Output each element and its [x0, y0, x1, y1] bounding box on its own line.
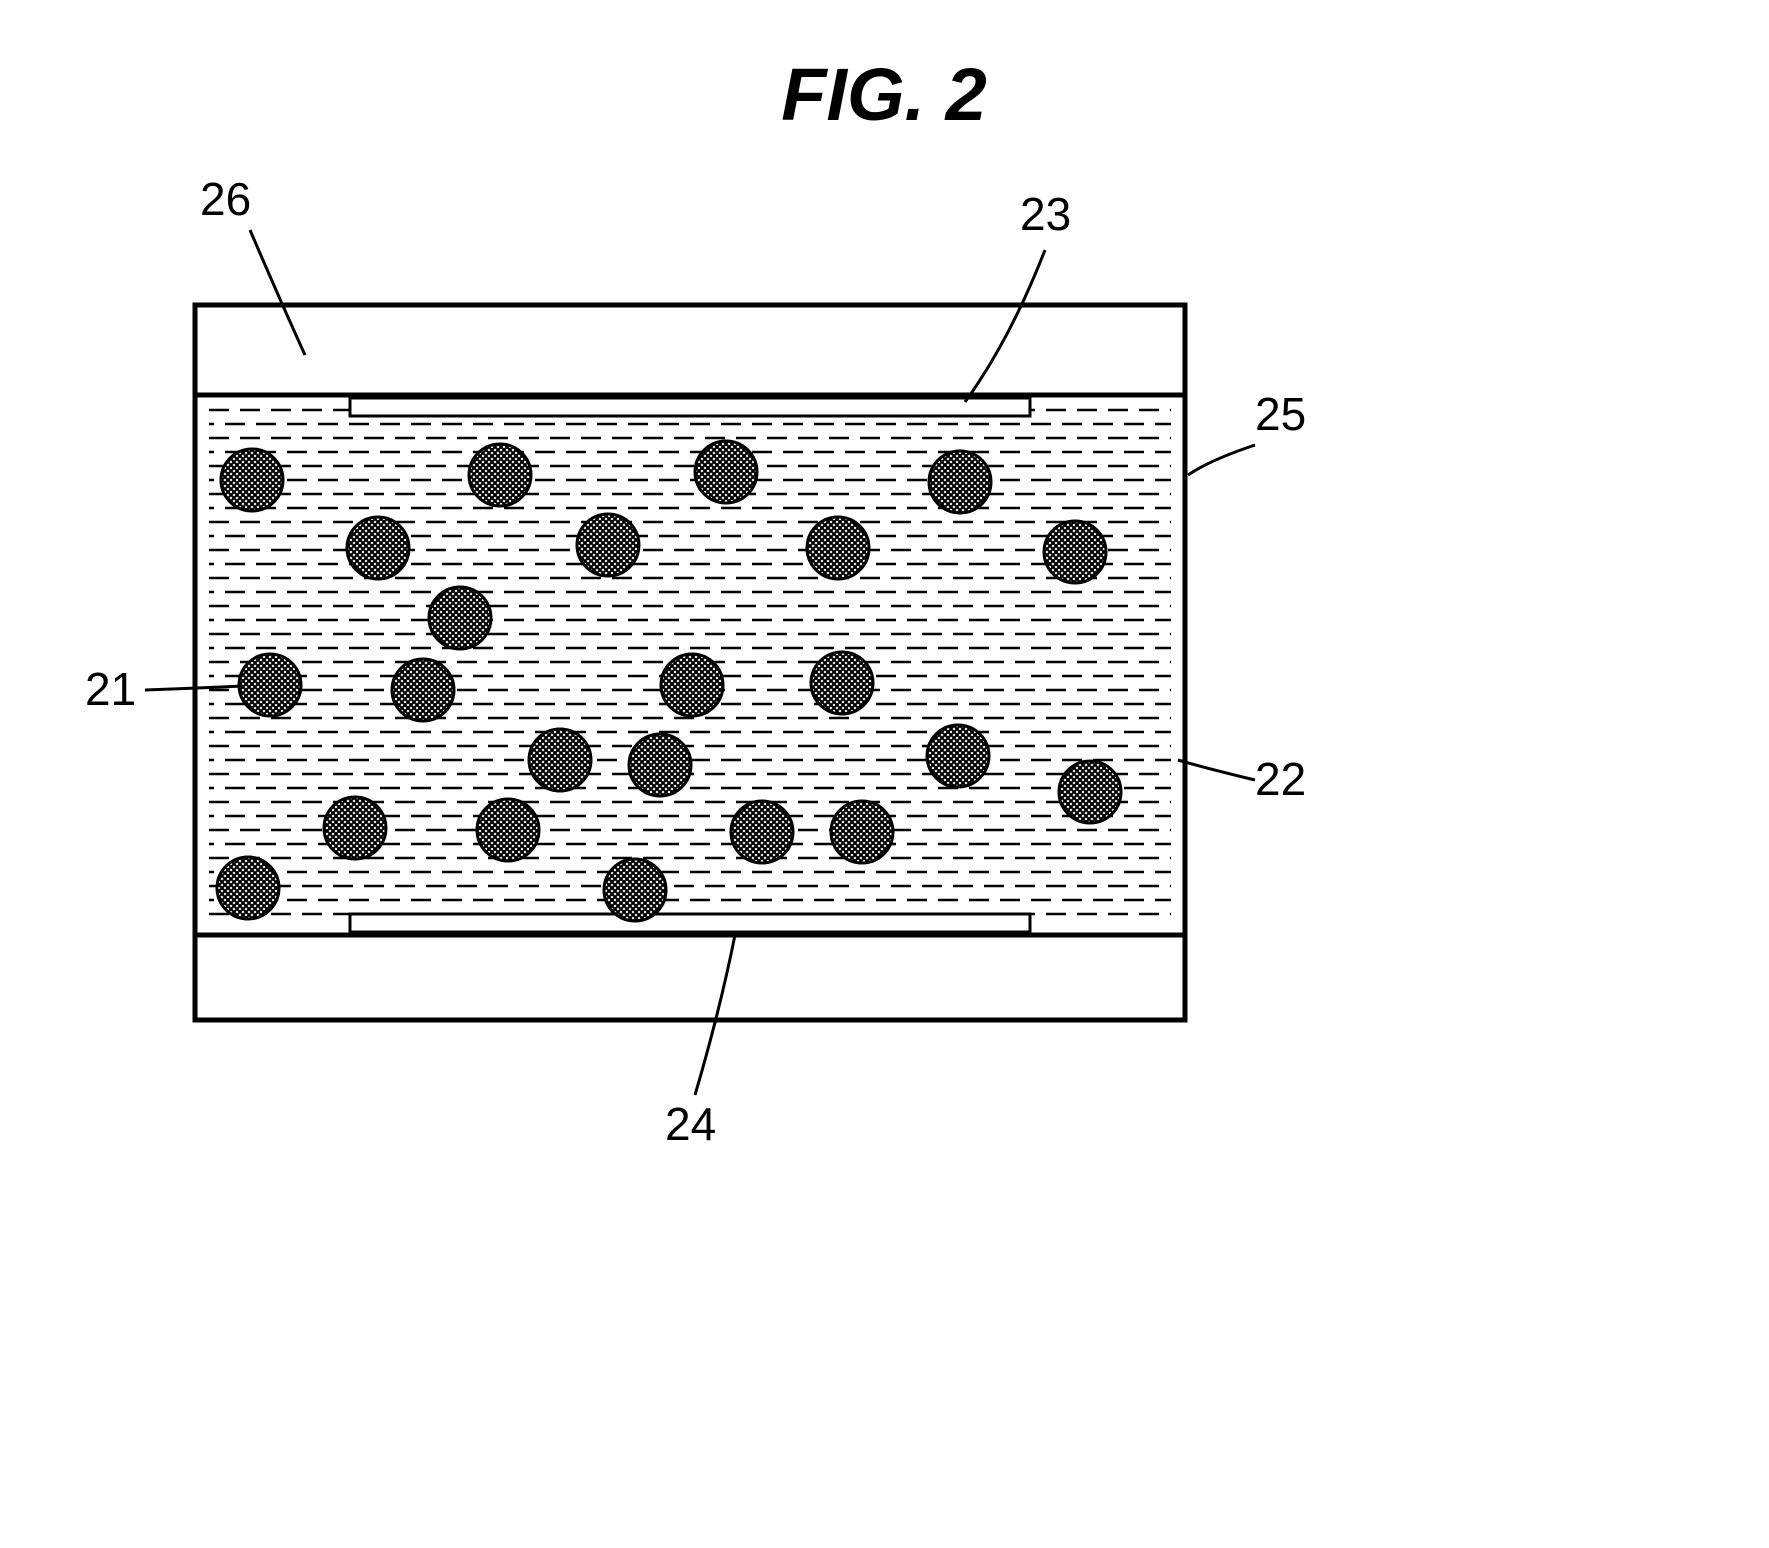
ref-label: 24	[665, 1098, 716, 1150]
ref-label: 23	[1020, 188, 1071, 240]
particle	[1059, 761, 1121, 823]
ref-label: 25	[1255, 388, 1306, 440]
ref-label: 21	[85, 663, 136, 715]
particle	[469, 444, 531, 506]
particle	[831, 801, 893, 863]
particle	[347, 517, 409, 579]
particle	[429, 587, 491, 649]
particle	[217, 857, 279, 919]
ref-label: 22	[1255, 753, 1306, 805]
particle	[529, 729, 591, 791]
bottom-electrode	[350, 914, 1030, 932]
particle	[661, 654, 723, 716]
particle	[1044, 521, 1106, 583]
particle	[392, 659, 454, 721]
particle	[324, 797, 386, 859]
leader-line	[1178, 760, 1255, 780]
particle	[239, 654, 301, 716]
particle	[811, 652, 873, 714]
particle	[604, 859, 666, 921]
particle	[221, 449, 283, 511]
particle	[577, 514, 639, 576]
particle	[477, 799, 539, 861]
figure-title: FIG. 2	[781, 53, 987, 136]
diagram-body: 26 23 25 21 22 24	[85, 173, 1306, 1150]
particle	[731, 801, 793, 863]
figure-diagram: FIG. 2 26 23 25 21 22 24	[0, 0, 1769, 1548]
particle	[629, 734, 691, 796]
particle	[695, 441, 757, 503]
top-electrode	[350, 398, 1030, 416]
particle	[807, 517, 869, 579]
particle	[929, 451, 991, 513]
particle	[927, 725, 989, 787]
leader-line	[1188, 445, 1255, 475]
ref-label: 26	[200, 173, 251, 225]
